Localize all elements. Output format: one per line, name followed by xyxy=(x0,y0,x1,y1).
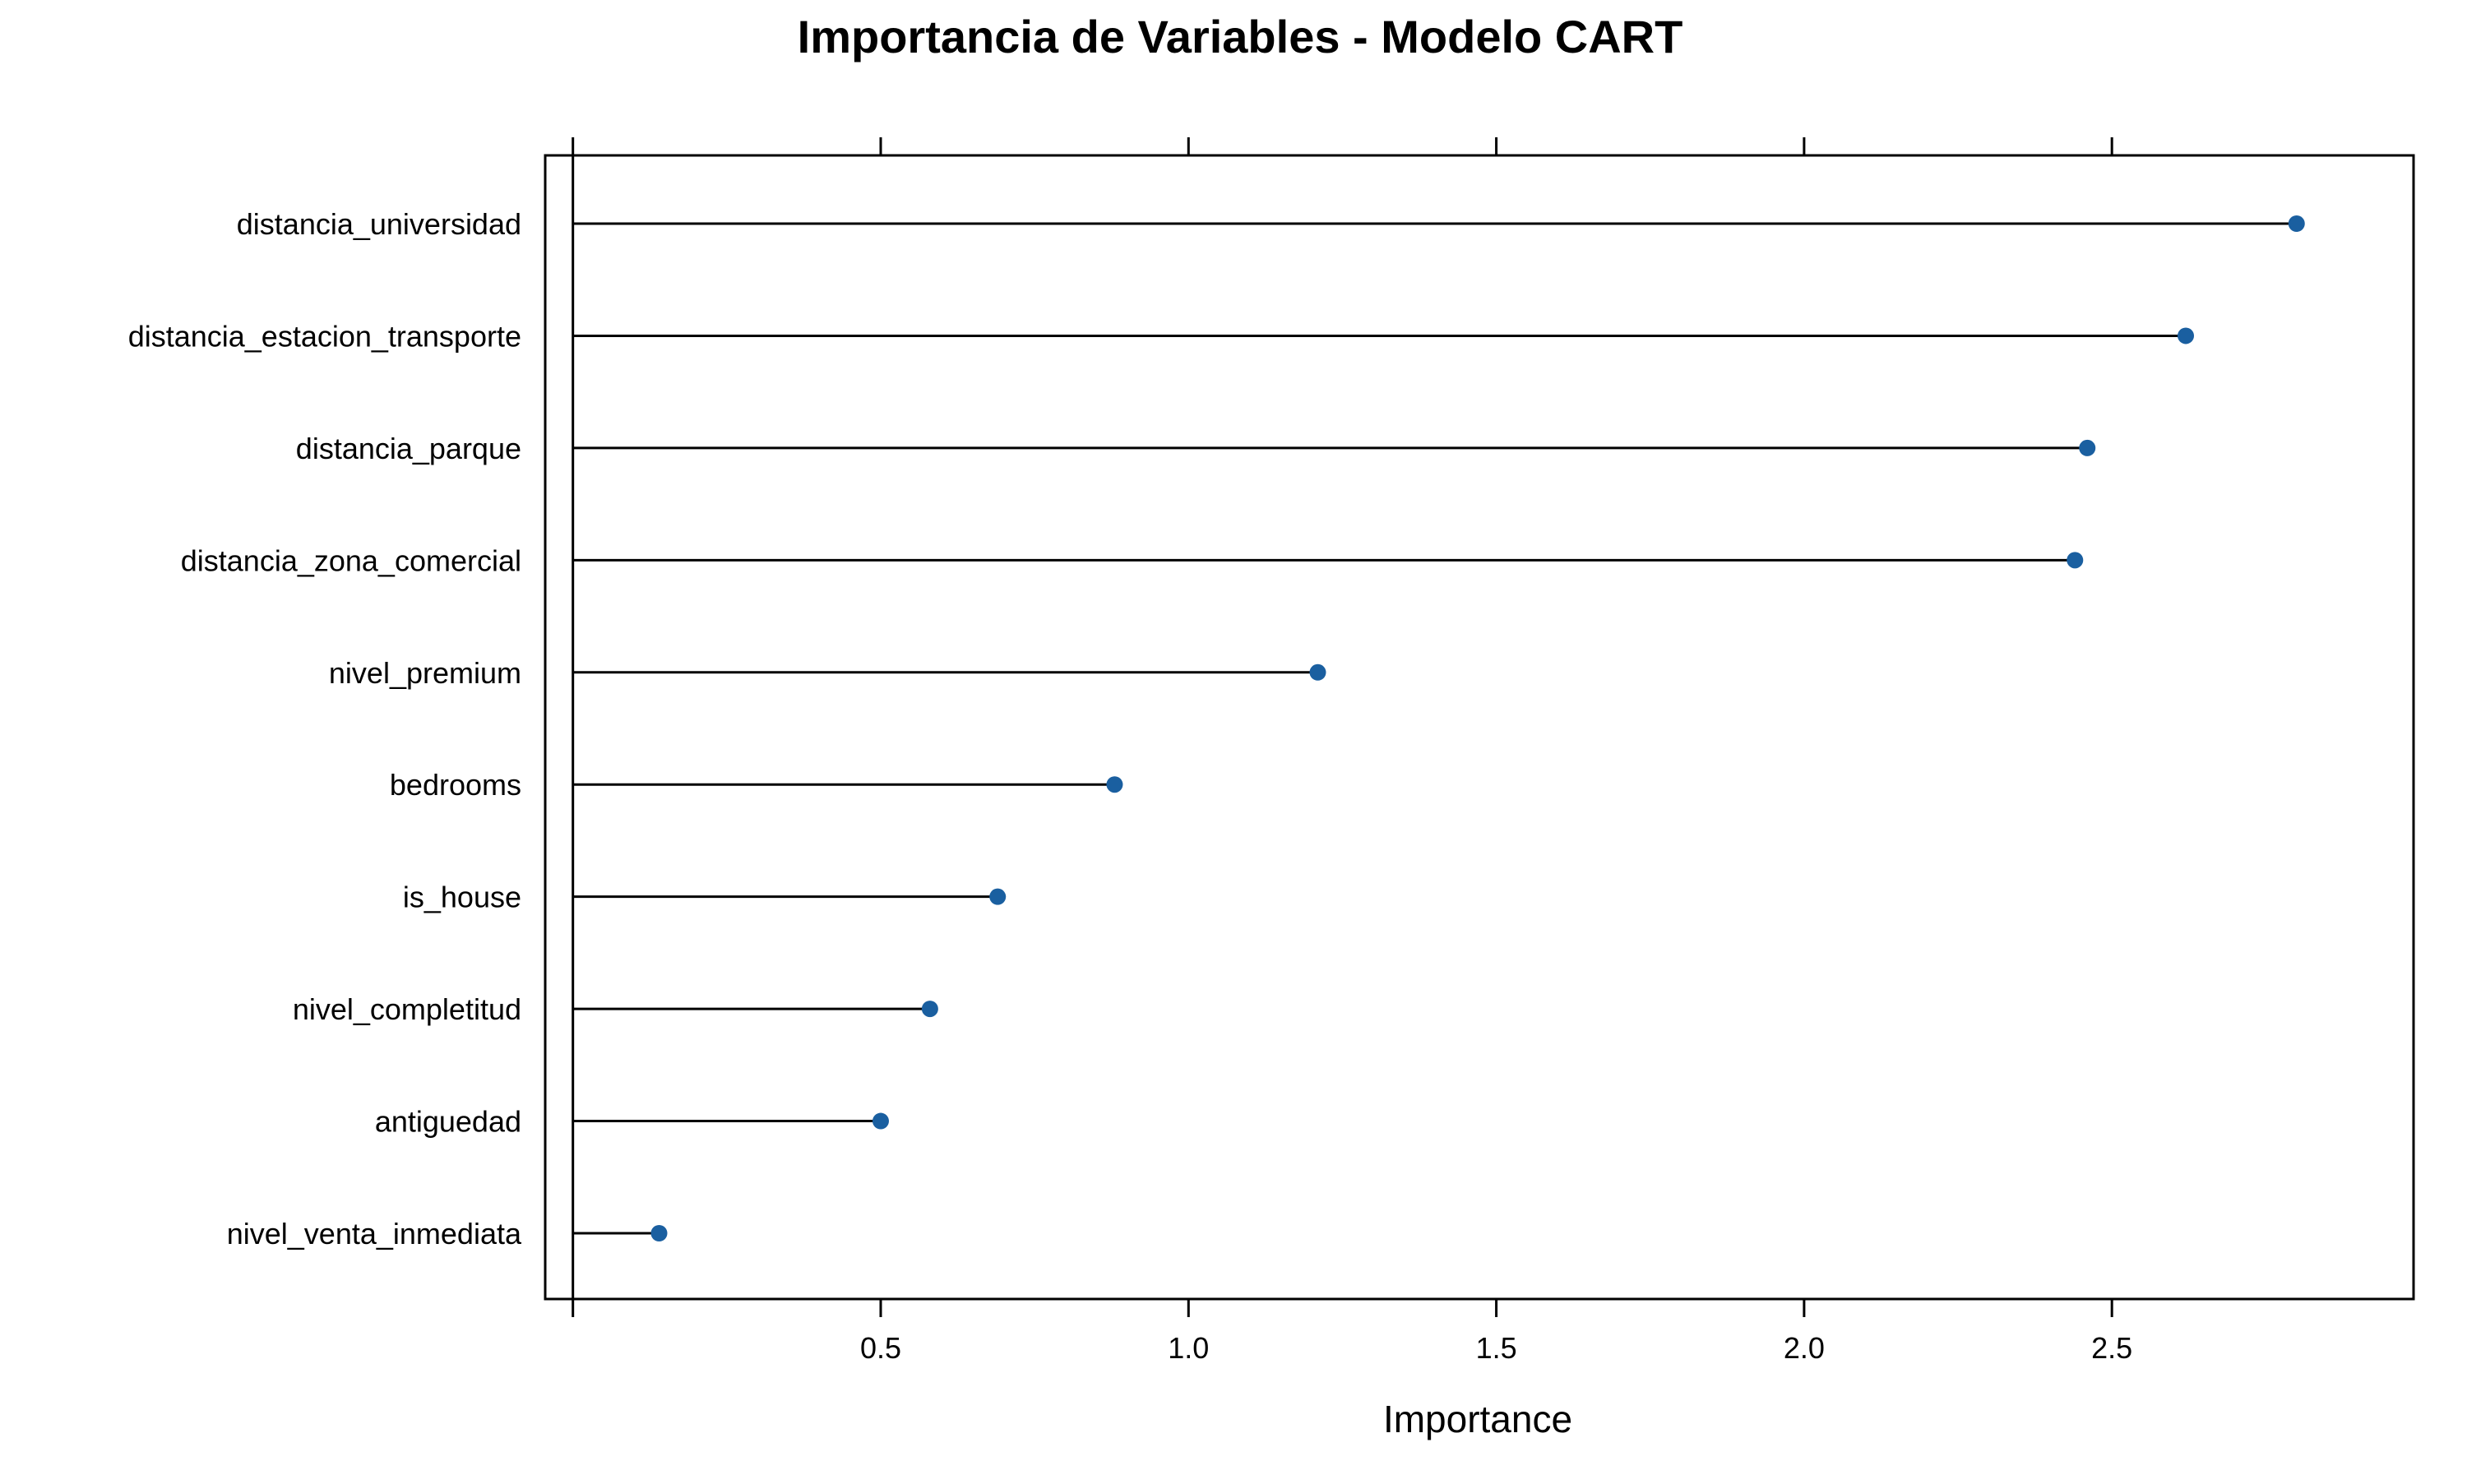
variable-label: antiguedad xyxy=(375,1105,521,1139)
variable-label: distancia_parque xyxy=(296,432,521,465)
importance-point xyxy=(650,1225,668,1241)
x-tick-label: 0.5 xyxy=(860,1331,901,1365)
variable-label: bedrooms xyxy=(390,768,521,802)
plot-frame xyxy=(544,154,2415,1301)
importance-point xyxy=(2178,327,2195,344)
chart-title: Importancia de Variables - Modelo CART xyxy=(798,11,1683,62)
x-tick-label: 1.0 xyxy=(1168,1331,1209,1365)
importance-point xyxy=(2067,552,2084,569)
variable-label: distancia_estacion_transporte xyxy=(128,319,521,353)
x-tick-label: 1.5 xyxy=(1476,1331,1517,1365)
variable-label: nivel_completitud xyxy=(293,992,521,1026)
variable-label: distancia_universidad xyxy=(237,207,521,241)
variable-label: distancia_zona_comercial xyxy=(181,543,521,577)
importance-point xyxy=(989,888,1007,905)
importance-point xyxy=(1106,776,1123,793)
variable-label: nivel_venta_inmediata xyxy=(227,1217,522,1251)
importance-point xyxy=(2288,215,2305,232)
importance-point xyxy=(1309,663,1326,681)
importance-point xyxy=(872,1112,889,1130)
importance-point xyxy=(2079,439,2096,456)
variable-label: nivel_premium xyxy=(329,656,521,690)
x-tick-label: 2.5 xyxy=(2091,1331,2132,1365)
x-tick-label: 2.0 xyxy=(1784,1331,1825,1365)
chart-marks: 0.5 1.0 1.5 2.0 2.5 distancia_universidaddist… xyxy=(128,137,2305,1365)
variable-label: is_house xyxy=(403,881,521,914)
x-axis-title: Importance xyxy=(1383,1398,1572,1440)
importance-point xyxy=(921,1001,938,1018)
